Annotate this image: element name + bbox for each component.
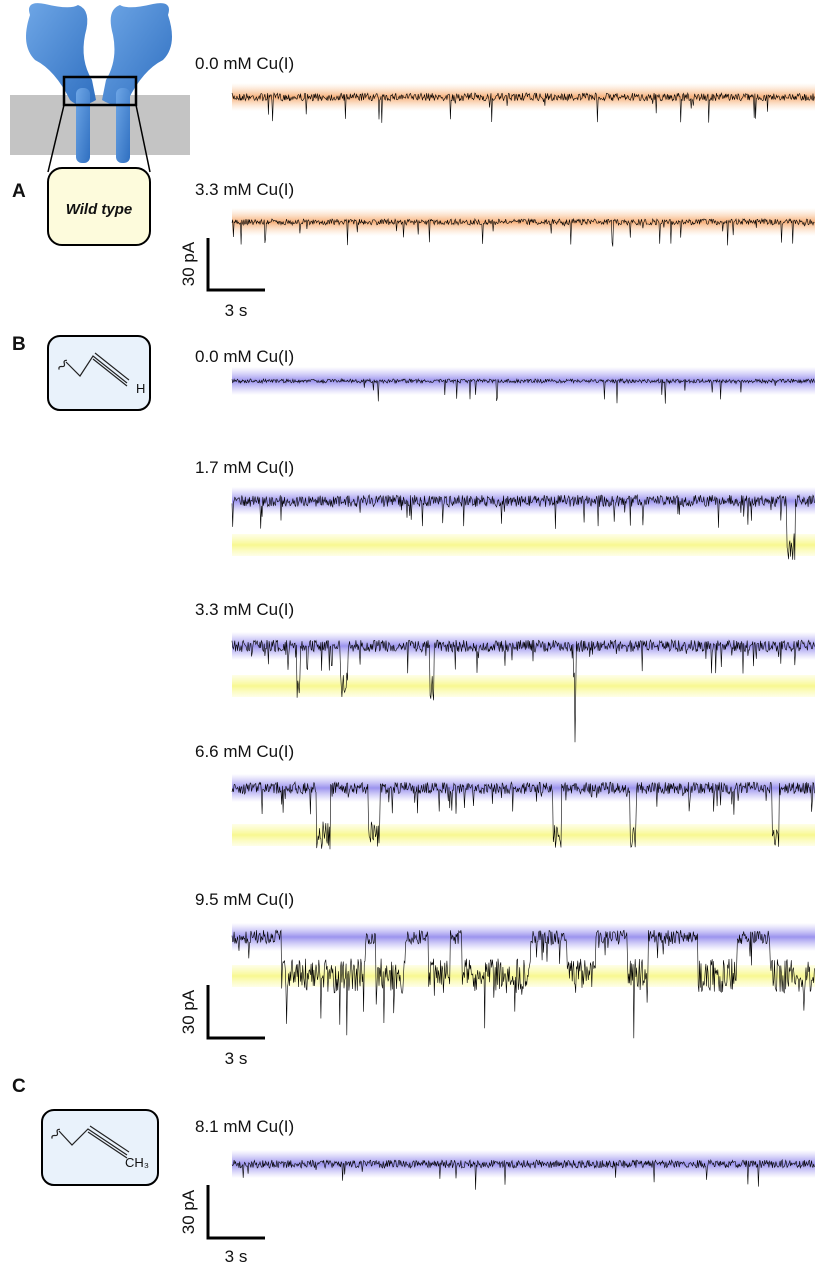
scale-label: 30 pA [179, 1189, 198, 1234]
trace-label: 9.5 mM Cu(I) [195, 890, 294, 909]
trace-label: 3.3 mM Cu(I) [195, 600, 294, 619]
trace-label: 0.0 mM Cu(I) [195, 54, 294, 73]
scale-label: 30 pA [179, 241, 198, 286]
box-text: Wild type [66, 201, 133, 218]
current-trace [231, 217, 815, 247]
panel-label: C [12, 1076, 26, 1097]
scale-label: 30 pA [179, 989, 198, 1034]
panel-label: B [12, 334, 26, 355]
trace-label: 6.6 mM Cu(I) [195, 742, 294, 761]
current-trace [231, 92, 815, 123]
protein-cartoon [10, 3, 190, 246]
scale-label: 3 s [225, 301, 248, 320]
trace-glow [232, 923, 815, 951]
current-trace [231, 929, 815, 1039]
current-trace [231, 377, 815, 404]
current-trace [231, 781, 815, 850]
alkyne-structure [41, 335, 159, 1186]
current-trace [231, 1158, 815, 1190]
trace-label: 0.0 mM Cu(I) [195, 347, 294, 366]
current-trace [231, 493, 815, 560]
scale-label: 3 s [225, 1049, 248, 1068]
blocked-level [232, 824, 815, 846]
box-text: CH₃ [125, 1155, 149, 1170]
box-text: H [136, 381, 145, 396]
blocked-level [232, 534, 815, 556]
current-trace [231, 638, 815, 743]
trace-glow [232, 208, 815, 236]
trace-label: 3.3 mM Cu(I) [195, 180, 294, 199]
scale-bars [206, 238, 265, 1240]
blocked-level [232, 675, 815, 697]
panel-label: A [12, 181, 26, 202]
scale-label: 3 s [225, 1247, 248, 1264]
trace-label: 8.1 mM Cu(I) [195, 1117, 294, 1136]
trace-label: 1.7 mM Cu(I) [195, 458, 294, 477]
